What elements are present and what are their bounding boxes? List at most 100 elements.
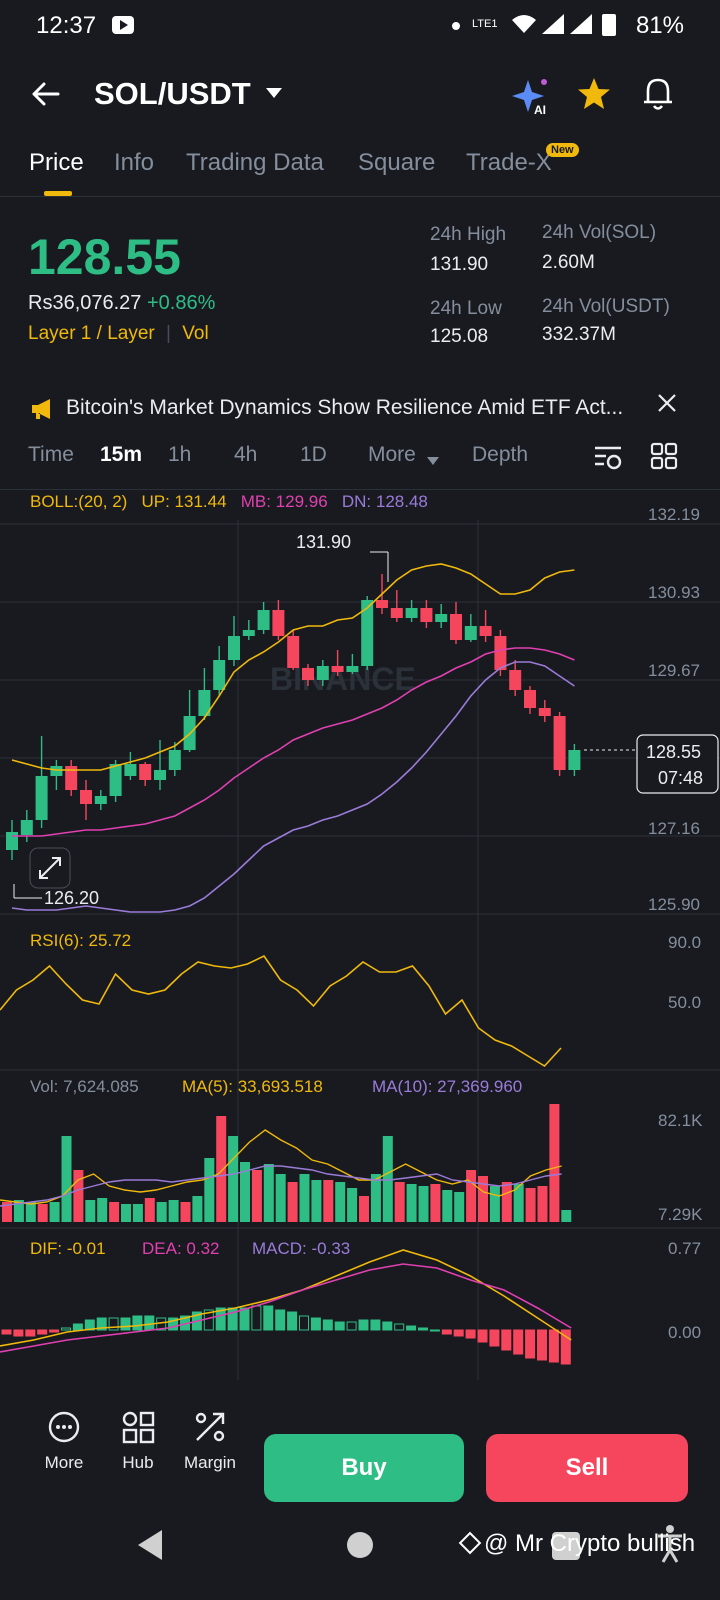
boll-mb: MB: 129.96 bbox=[240, 492, 328, 511]
sell-button[interactable]: Sell bbox=[486, 1434, 688, 1502]
volume-bar bbox=[287, 1182, 298, 1222]
bell-icon[interactable] bbox=[640, 74, 676, 117]
vol-ma10: MA(10): 27,369.960 bbox=[372, 1077, 522, 1096]
volume-bar bbox=[454, 1192, 465, 1222]
tab-trading-data[interactable]: Trading Data bbox=[186, 149, 324, 176]
grid-lines bbox=[0, 520, 720, 1380]
volume-bar bbox=[323, 1180, 334, 1222]
candle-body bbox=[361, 600, 374, 666]
current-price-label: 128.55 bbox=[646, 742, 701, 762]
tab-price[interactable]: Price bbox=[29, 149, 84, 176]
stat-low-value: 125.08 bbox=[430, 326, 489, 347]
margin-action[interactable]: Margin bbox=[180, 1410, 240, 1473]
macd-bar bbox=[513, 1329, 524, 1355]
axis-label: 129.67 bbox=[648, 661, 700, 680]
candle-body bbox=[494, 636, 507, 670]
volume-bar bbox=[394, 1182, 405, 1222]
axis-label: 127.16 bbox=[648, 819, 700, 838]
macd-bar bbox=[560, 1329, 571, 1365]
caret-down-small-icon[interactable] bbox=[426, 448, 440, 472]
low-annotation: 126.20 bbox=[44, 888, 99, 908]
tf-1d[interactable]: 1D bbox=[300, 443, 327, 466]
tf-more[interactable]: More bbox=[368, 443, 416, 466]
more-dots-icon bbox=[48, 1411, 80, 1443]
news-banner[interactable]: Bitcoin's Market Dynamics Show Resilienc… bbox=[0, 384, 720, 434]
hub-action[interactable]: Hub bbox=[108, 1410, 168, 1473]
timeframe-bar: Time 15m 1h 4h 1D More Depth bbox=[0, 440, 720, 490]
fiat-value: Rs36,076.27 bbox=[28, 292, 142, 314]
nav-home-icon[interactable] bbox=[347, 1532, 373, 1558]
macd-bar bbox=[322, 1319, 333, 1331]
candle-body bbox=[213, 660, 226, 690]
macd-bar bbox=[1, 1329, 12, 1335]
candle-body bbox=[242, 630, 255, 636]
indicator-settings-icon[interactable] bbox=[592, 442, 624, 478]
macd-dea: DEA: 0.32 bbox=[142, 1239, 220, 1258]
volume-bar bbox=[97, 1198, 108, 1222]
watermark-credit: @ Mr Crypto bullish bbox=[458, 1530, 695, 1558]
tf-4h[interactable]: 4h bbox=[234, 443, 258, 466]
buy-button[interactable]: Buy bbox=[264, 1434, 464, 1502]
macd-bar bbox=[61, 1327, 71, 1331]
volume-bar bbox=[251, 1170, 262, 1222]
volume-bar bbox=[537, 1186, 548, 1222]
close-icon[interactable] bbox=[656, 392, 678, 419]
tab-info[interactable]: Info bbox=[114, 149, 155, 176]
category-tag[interactable]: Layer 1 / Layer | Vol bbox=[28, 323, 209, 344]
tf-time[interactable]: Time bbox=[28, 443, 74, 466]
binance-logo-icon bbox=[458, 1531, 482, 1555]
volume-bar bbox=[406, 1184, 417, 1222]
tf-1h[interactable]: 1h bbox=[168, 443, 192, 466]
macd-bar bbox=[287, 1311, 298, 1331]
kline-chart[interactable]: BINANCE 131.90 126.20 128.55 07:48 132.1… bbox=[0, 490, 720, 1400]
candle-body bbox=[198, 690, 211, 716]
volume-bar bbox=[311, 1180, 322, 1222]
news-text[interactable]: Bitcoin's Market Dynamics Show Resilienc… bbox=[66, 396, 624, 419]
nav-recents-icon[interactable] bbox=[552, 1532, 580, 1560]
macd-bar bbox=[299, 1315, 309, 1331]
tab-trade-x[interactable]: Trade-X bbox=[466, 149, 552, 176]
volume-bar bbox=[168, 1200, 179, 1222]
macd-bar bbox=[310, 1317, 321, 1331]
macd-bar bbox=[548, 1329, 559, 1363]
candle-body bbox=[80, 790, 92, 804]
system-nav-bar: @ Mr Crypto bullish bbox=[0, 1508, 720, 1600]
macd-bar bbox=[465, 1329, 476, 1339]
pair-title[interactable]: SOL/USDT bbox=[94, 76, 251, 111]
volume-bar bbox=[180, 1202, 191, 1222]
macd-bar bbox=[239, 1307, 250, 1331]
macd-bar bbox=[453, 1329, 464, 1337]
tab-square[interactable]: Square bbox=[358, 149, 436, 176]
boll-lines bbox=[11, 563, 575, 913]
volume-bar bbox=[2, 1202, 12, 1222]
expand-icon[interactable] bbox=[29, 847, 71, 889]
vol-tag: Vol bbox=[182, 323, 209, 344]
macd-bar bbox=[489, 1329, 500, 1347]
volume-bar bbox=[489, 1186, 500, 1222]
hub-label: Hub bbox=[122, 1453, 154, 1472]
caret-down-icon[interactable] bbox=[264, 86, 284, 105]
axis-label: 125.90 bbox=[648, 895, 700, 914]
volume-bar bbox=[73, 1170, 84, 1222]
boll-mid-line bbox=[12, 647, 575, 837]
back-arrow-icon[interactable] bbox=[30, 78, 62, 115]
candle-body bbox=[124, 764, 137, 776]
boll-dn: DN: 128.48 bbox=[341, 492, 428, 511]
macd-bar bbox=[429, 1329, 440, 1332]
layout-grid-icon[interactable] bbox=[650, 442, 678, 476]
macd-bar bbox=[96, 1317, 107, 1331]
more-action[interactable]: More bbox=[34, 1410, 94, 1473]
vol-ma5-line bbox=[0, 1129, 562, 1205]
candle-body bbox=[346, 666, 359, 672]
macd-bar bbox=[263, 1305, 274, 1331]
volume-bar bbox=[216, 1116, 227, 1222]
nav-back-icon[interactable] bbox=[136, 1528, 166, 1567]
tf-depth[interactable]: Depth bbox=[472, 443, 529, 466]
star-favorite-icon[interactable] bbox=[576, 76, 612, 117]
ai-sparkle-icon[interactable]: AI bbox=[510, 74, 554, 121]
hub-icon bbox=[122, 1411, 155, 1444]
tf-15m[interactable]: 15m bbox=[100, 443, 143, 466]
stat-volusdt-value: 332.37M bbox=[542, 324, 616, 345]
rsi-axis-top: 90.0 bbox=[668, 933, 701, 952]
accessibility-icon[interactable] bbox=[656, 1524, 684, 1569]
